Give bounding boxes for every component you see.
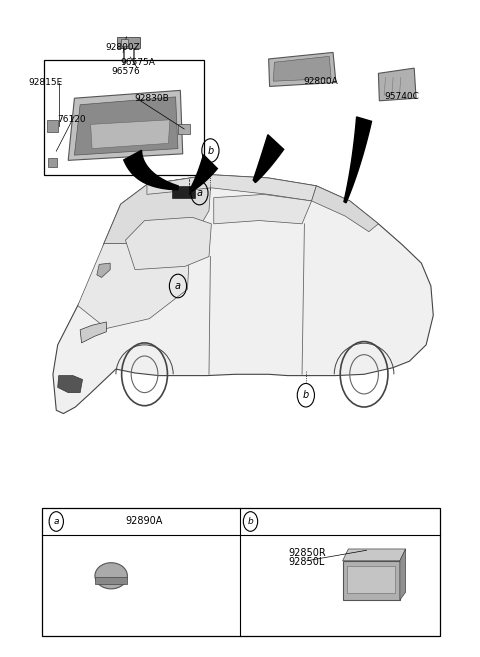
- Polygon shape: [74, 97, 178, 155]
- Polygon shape: [125, 217, 211, 269]
- Polygon shape: [91, 120, 170, 148]
- Text: a: a: [196, 188, 203, 198]
- Polygon shape: [400, 549, 406, 600]
- Polygon shape: [80, 322, 107, 343]
- Bar: [172, 186, 195, 198]
- Text: 92815E: 92815E: [28, 78, 62, 87]
- Polygon shape: [147, 175, 316, 201]
- Polygon shape: [53, 175, 433, 413]
- Polygon shape: [95, 577, 127, 583]
- Text: a: a: [175, 281, 181, 291]
- Polygon shape: [78, 244, 190, 328]
- Polygon shape: [214, 194, 312, 224]
- Polygon shape: [124, 150, 178, 190]
- Polygon shape: [253, 135, 284, 183]
- Polygon shape: [312, 186, 378, 232]
- Polygon shape: [343, 560, 400, 600]
- Text: 92830B: 92830B: [134, 95, 169, 103]
- Bar: [178, 124, 191, 134]
- Polygon shape: [269, 53, 336, 87]
- Bar: [42, 509, 441, 636]
- Text: a: a: [53, 517, 59, 526]
- Text: 92850R: 92850R: [288, 548, 326, 558]
- Text: 92890A: 92890A: [126, 516, 163, 526]
- Polygon shape: [68, 91, 183, 160]
- Text: 76120: 76120: [58, 115, 86, 124]
- Text: 92800A: 92800A: [304, 77, 338, 85]
- Polygon shape: [274, 57, 331, 81]
- Ellipse shape: [95, 562, 127, 589]
- Polygon shape: [58, 376, 83, 393]
- Polygon shape: [344, 117, 372, 203]
- Text: 95740C: 95740C: [385, 92, 420, 101]
- Text: 92800Z: 92800Z: [106, 43, 141, 52]
- Bar: [348, 566, 395, 593]
- Text: 92850L: 92850L: [288, 557, 325, 567]
- Bar: [117, 37, 140, 49]
- Bar: [48, 158, 57, 167]
- Text: b: b: [248, 517, 253, 526]
- Bar: [120, 39, 128, 46]
- Polygon shape: [343, 549, 406, 560]
- Text: 96575A: 96575A: [120, 58, 155, 68]
- Text: b: b: [303, 390, 309, 400]
- Text: 96576: 96576: [111, 67, 140, 76]
- Polygon shape: [191, 155, 217, 191]
- Text: b: b: [207, 146, 214, 156]
- Polygon shape: [378, 68, 416, 101]
- Bar: [47, 120, 58, 132]
- Polygon shape: [104, 175, 211, 244]
- Polygon shape: [97, 263, 110, 277]
- Bar: [44, 60, 204, 175]
